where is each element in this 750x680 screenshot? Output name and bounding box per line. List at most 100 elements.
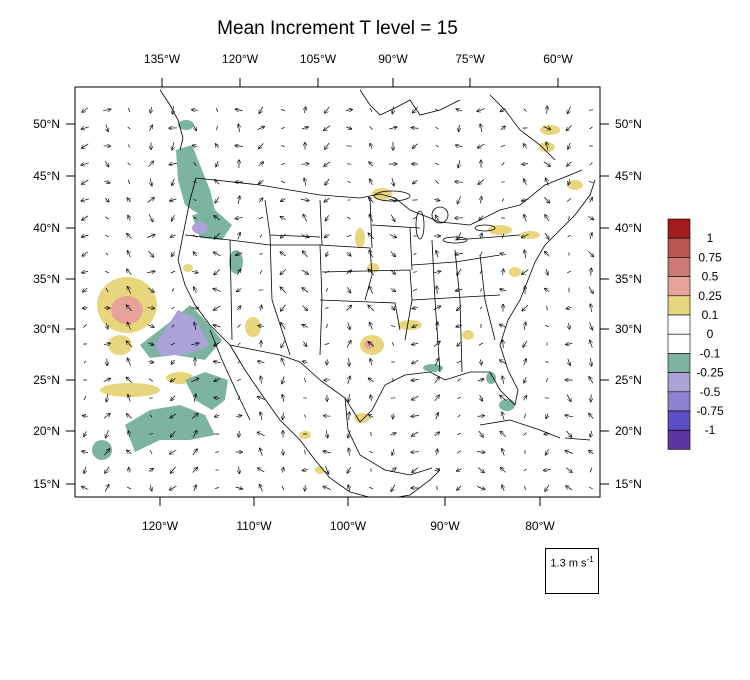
wind-vector	[478, 179, 485, 185]
wind-vectors	[81, 106, 593, 492]
wind-vector	[480, 288, 482, 292]
wind-vector	[546, 448, 549, 455]
reference-vector-text: 1.3 m s	[550, 557, 587, 570]
wind-vector	[477, 109, 485, 112]
wind-vector	[147, 198, 154, 203]
wind-vector	[546, 377, 548, 383]
wind-vector	[82, 215, 89, 220]
wind-vector	[457, 469, 462, 471]
colorbar-swatch	[667, 410, 691, 431]
wind-vector	[568, 179, 570, 184]
wind-vector	[370, 323, 373, 330]
wind-vector	[303, 214, 308, 222]
wind-vector	[369, 415, 374, 417]
top-lon-label: 120°W	[222, 52, 259, 66]
wind-vector	[304, 107, 305, 113]
state-border	[270, 244, 323, 356]
wind-vector	[147, 235, 154, 238]
wind-vector	[259, 234, 263, 238]
wind-vector	[434, 432, 440, 437]
wind-vector	[457, 268, 462, 275]
map-outlines	[159, 89, 596, 497]
wind-vector	[390, 269, 396, 274]
wind-vector	[82, 179, 89, 184]
wind-vector	[171, 324, 175, 328]
wind-vector	[239, 466, 240, 474]
left-lat-label: 45°N	[33, 169, 60, 183]
wind-vector	[214, 216, 221, 221]
wind-vector	[239, 431, 240, 437]
wind-vector	[478, 379, 484, 381]
wind-vector	[216, 125, 218, 131]
wind-vector	[150, 485, 152, 491]
positive-region	[398, 320, 422, 330]
wind-vector	[105, 287, 109, 293]
wind-vector	[127, 287, 131, 294]
increment-shading	[92, 120, 583, 474]
wind-vector	[104, 181, 109, 183]
wind-vector	[192, 449, 197, 456]
wind-vector	[502, 412, 504, 420]
wind-vector	[588, 180, 594, 184]
wind-vector	[522, 304, 529, 311]
wind-vector	[434, 395, 439, 402]
state-border	[269, 234, 291, 356]
wind-vector	[237, 306, 240, 311]
right-lat-label: 15°N	[615, 477, 642, 491]
wind-vector	[566, 394, 571, 402]
wind-vector	[458, 160, 460, 167]
wind-vector	[523, 432, 527, 436]
wind-vector	[411, 128, 419, 129]
wind-vector	[501, 198, 505, 202]
wind-vector	[170, 199, 177, 201]
state-border	[409, 227, 413, 271]
state-border	[229, 239, 233, 341]
wind-vector	[392, 448, 394, 455]
wind-vector	[150, 178, 152, 185]
wind-vector	[171, 395, 176, 401]
wind-vector	[237, 360, 241, 364]
map-frame	[74, 86, 601, 498]
wind-vector	[283, 468, 284, 473]
wind-vector	[589, 162, 593, 166]
wind-vector	[149, 414, 153, 418]
wind-vector	[435, 126, 439, 130]
left-lat-label: 50°N	[33, 117, 60, 131]
wind-vector	[281, 340, 286, 348]
state-border	[371, 224, 421, 229]
wind-vector	[500, 360, 507, 365]
wind-vector	[347, 251, 351, 256]
wind-vector	[214, 398, 220, 399]
wind-vector	[126, 377, 132, 383]
top-lon-label: 105°W	[300, 52, 337, 66]
hispaniola-outline	[564, 437, 591, 441]
wind-vector	[348, 322, 350, 330]
wind-vector	[546, 178, 549, 186]
wind-vector	[128, 358, 131, 366]
wind-vector	[568, 215, 570, 221]
wind-vector	[216, 161, 218, 166]
wind-vector	[105, 161, 108, 166]
wind-vector	[260, 485, 263, 492]
wind-vector	[435, 358, 438, 366]
wind-vector	[523, 396, 526, 401]
wind-vector	[301, 164, 308, 165]
wind-vector	[193, 180, 197, 184]
wind-vector	[103, 414, 110, 419]
wind-vector	[457, 196, 461, 203]
colorbar-label: -0.25	[696, 366, 724, 380]
map-title: Mean Increment T level = 15	[217, 18, 458, 39]
wind-vector	[369, 108, 373, 112]
wind-vector	[588, 286, 593, 294]
wind-vector	[259, 253, 263, 255]
negative-region	[499, 399, 515, 411]
wind-vector	[214, 232, 220, 239]
wind-vector	[412, 431, 419, 436]
wind-vector	[235, 217, 243, 218]
wind-vector	[147, 308, 155, 309]
wind-vector	[238, 233, 240, 240]
wind-vector	[104, 485, 109, 492]
wind-vector	[503, 340, 504, 348]
wind-vector	[194, 394, 196, 402]
wind-vector	[128, 215, 130, 221]
